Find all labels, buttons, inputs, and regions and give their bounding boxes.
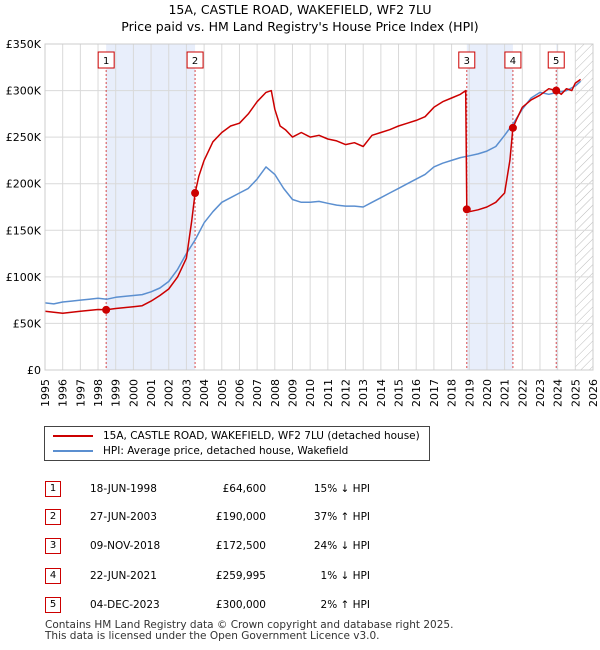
y-tick-label: £350K — [6, 38, 42, 51]
sale-label-box — [547, 51, 565, 69]
forecast-hatch-region — [575, 44, 593, 370]
sale-price: £190,000 — [215, 511, 266, 523]
x-tick-label: 2003 — [180, 379, 193, 407]
x-tick-label: 2021 — [499, 379, 512, 407]
x-tick-label: 2001 — [145, 379, 158, 407]
plot-frame — [44, 43, 594, 371]
sale-label-number: 1 — [103, 56, 109, 67]
sale-date: 18-JUN-1998 — [90, 483, 157, 495]
x-tick-label: 2004 — [198, 379, 211, 407]
footer-line-licence: This data is licensed under the Open Gov… — [45, 630, 380, 642]
x-tick-label: 2015 — [393, 379, 406, 407]
x-tick-label: 1995 — [39, 379, 52, 407]
sale-point — [102, 305, 111, 314]
x-tick-label: 1998 — [92, 379, 105, 407]
sale-hpi-diff: 24% ↓ HPI — [313, 540, 370, 552]
legend-swatch-hpi — [53, 450, 93, 452]
x-tick-label: 2013 — [357, 379, 370, 407]
sale-number-badge: 1 — [45, 481, 61, 497]
sale-price: £259,995 — [215, 570, 266, 582]
x-tick-label: 2014 — [375, 379, 388, 407]
sale-label-number: 4 — [510, 56, 516, 67]
sale-number-badge: 4 — [45, 568, 61, 584]
x-tick-label: 2023 — [534, 379, 547, 407]
x-tick-label: 1996 — [57, 379, 70, 407]
y-tick-label: £200K — [6, 178, 42, 191]
x-tick-label: 2018 — [446, 379, 459, 407]
legend-item-hpi: HPI: Average price, detached house, Wake… — [53, 444, 348, 458]
x-tick-label: 2007 — [251, 379, 264, 407]
x-tick-label: 2025 — [569, 379, 582, 407]
sale-label-box — [97, 51, 115, 69]
table-row: 3 09-NOV-2018 £172,500 24% ↓ HPI — [0, 537, 600, 557]
legend-item-price: 15A, CASTLE ROAD, WAKEFIELD, WF2 7LU (de… — [53, 429, 420, 443]
sale-hpi-diff: 37% ↑ HPI — [313, 511, 370, 523]
x-tick-label: 2008 — [269, 379, 282, 407]
y-tick-label: £50K — [13, 317, 42, 330]
sale-date: 27-JUN-2003 — [90, 511, 157, 523]
shaded-period — [556, 44, 558, 370]
sale-hpi-diff: 1% ↓ HPI — [320, 570, 370, 582]
y-tick-label: £0 — [27, 364, 41, 377]
y-tick-label: £150K — [6, 224, 42, 237]
legend-label-price: 15A, CASTLE ROAD, WAKEFIELD, WF2 7LU (de… — [103, 430, 420, 442]
x-tick-label: 1997 — [74, 379, 87, 407]
sale-number-badge: 3 — [45, 538, 61, 554]
chart-title: 15A, CASTLE ROAD, WAKEFIELD, WF2 7LU — [168, 2, 432, 17]
x-tick-label: 2012 — [340, 379, 353, 407]
x-tick-label: 2019 — [463, 379, 476, 407]
sale-price: £300,000 — [215, 599, 266, 611]
sale-point — [552, 86, 561, 95]
legend-label-hpi: HPI: Average price, detached house, Wake… — [103, 445, 349, 457]
sale-hpi-diff: 15% ↓ HPI — [313, 483, 370, 495]
table-row: 5 04-DEC-2023 £300,000 2% ↑ HPI — [0, 596, 600, 616]
y-tick-label: £100K — [6, 271, 42, 284]
sale-date: 04-DEC-2023 — [90, 599, 160, 611]
sale-price: £172,500 — [215, 540, 266, 552]
legend: 15A, CASTLE ROAD, WAKEFIELD, WF2 7LU (de… — [44, 426, 430, 461]
shaded-period — [466, 44, 513, 370]
sale-label-box — [504, 51, 522, 69]
sale-label-number: 2 — [192, 56, 198, 67]
sale-date: 22-JUN-2021 — [90, 570, 157, 582]
x-tick-label: 2022 — [516, 379, 529, 407]
x-tick-label: 2016 — [410, 379, 423, 407]
table-row: 2 27-JUN-2003 £190,000 37% ↑ HPI — [0, 508, 600, 528]
y-tick-label: £250K — [6, 131, 42, 144]
sale-price: £64,600 — [222, 483, 266, 495]
x-tick-label: 2000 — [127, 379, 140, 407]
x-tick-label: 2006 — [233, 379, 246, 407]
sale-label-number: 3 — [464, 56, 470, 67]
table-row: 4 22-JUN-2021 £259,995 1% ↓ HPI — [0, 567, 600, 587]
price-paid-line — [45, 78, 582, 314]
price-chart: 1 2 3 4 5 £0 £50K £100K £150K £200K £250K £300K £35… — [6, 38, 600, 407]
x-tick-label: 2017 — [428, 379, 441, 407]
table-row: 1 18-JUN-1998 £64,600 15% ↓ HPI — [0, 480, 600, 500]
sale-hpi-diff: 2% ↑ HPI — [320, 599, 370, 611]
x-tick-label: 2020 — [481, 379, 494, 407]
footer-line-copyright: Contains HM Land Registry data © Crown c… — [45, 619, 454, 631]
sale-point — [191, 189, 200, 198]
x-tick-label: 2009 — [286, 379, 299, 407]
sale-label-box — [186, 51, 204, 69]
sale-number-badge: 2 — [45, 509, 61, 525]
legend-swatch-price — [53, 435, 93, 437]
footer-attribution: Contains HM Land Registry data © Crown c… — [45, 620, 453, 642]
x-tick-label: 2002 — [163, 379, 176, 407]
sale-point — [462, 205, 471, 214]
sale-label-box — [458, 51, 476, 69]
x-tick-label: 2024 — [552, 379, 565, 407]
sale-label-number: 5 — [553, 56, 559, 67]
x-tick-label: 2010 — [304, 379, 317, 407]
x-tick-label: 2026 — [587, 379, 600, 407]
x-tick-label: 1999 — [110, 379, 123, 407]
x-tick-label: 2011 — [322, 379, 335, 407]
chart-subtitle: Price paid vs. HM Land Registry's House … — [121, 19, 479, 34]
sale-point — [508, 123, 517, 132]
sale-number-badge: 5 — [45, 597, 61, 613]
y-tick-label: £300K — [6, 85, 42, 98]
x-tick-label: 2005 — [216, 379, 229, 407]
hpi-line — [45, 80, 582, 305]
sale-date: 09-NOV-2018 — [90, 540, 161, 552]
